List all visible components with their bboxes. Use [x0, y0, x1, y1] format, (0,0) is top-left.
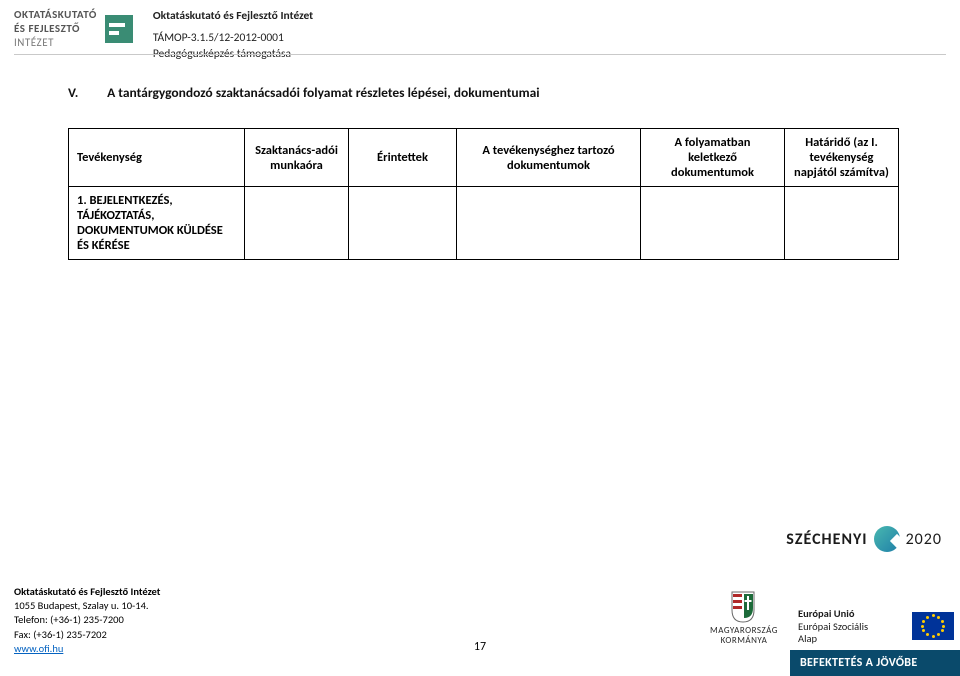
eu-line1: Európai Unió — [798, 608, 906, 621]
table: Tevékenység Szaktanács-adói munkaóra Éri… — [68, 128, 899, 260]
cell-generated-docs — [641, 187, 785, 260]
footer-address: 1055 Budapest, Szalay u. 10-14. — [14, 599, 160, 613]
szechenyi-text: SZÉCHENYI — [786, 530, 867, 549]
szechenyi-logo: SZÉCHENYI 2020 — [786, 526, 942, 552]
eu-line3: Alap — [798, 633, 906, 646]
cell-related-docs — [457, 187, 641, 260]
org-line1: OKTATÁSKUTATÓ — [14, 8, 97, 22]
org-line2: ÉS FEJLESZTŐ — [14, 22, 97, 36]
page-header: OKTATÁSKUTATÓ ÉS FEJLESZTŐ INTÉZET Oktat… — [0, 0, 960, 72]
eu-box: Európai Unió Európai Szociális Alap BEFE… — [790, 604, 960, 676]
org-logo-icon — [105, 15, 133, 43]
footer-url-link[interactable]: www.ofi.hu — [14, 642, 63, 655]
cell-deadline — [785, 187, 899, 260]
cell-involved — [349, 187, 457, 260]
org-logo: OKTATÁSKUTATÓ ÉS FEJLESZTŐ INTÉZET — [14, 8, 133, 49]
header-title: Oktatáskutató és Fejlesztő Intézet — [153, 8, 313, 24]
szechenyi-year: 2020 — [906, 530, 942, 549]
cell-activity: 1. BEJELENTKEZÉS, TÁJÉKOZTATÁS, DOKUMENT… — [69, 187, 245, 260]
table-header-row: Tevékenység Szaktanács-adói munkaóra Éri… — [69, 129, 899, 187]
eu-stars — [921, 614, 945, 638]
section-heading: V. A tantárgygondozó szaktanácsadói foly… — [68, 84, 540, 101]
project-code: TÁMOP-3.1.5/12-2012-0001 — [153, 30, 313, 46]
table-row: 1. BEJELENTKEZÉS, TÁJÉKOZTATÁS, DOKUMENT… — [69, 187, 899, 260]
eu-bottom-bar: BEFEKTETÉS A JÖVŐBE — [790, 650, 960, 676]
szechenyi-circle-icon — [874, 526, 900, 552]
footer-contact: Oktatáskutató és Fejlesztő Intézet 1055 … — [14, 585, 160, 656]
page-number: 17 — [474, 640, 486, 654]
footer-phone: Telefon: (+36-1) 235-7200 — [14, 613, 160, 627]
process-table: Tevékenység Szaktanács-adói munkaóra Éri… — [68, 128, 899, 260]
gov-label: MAGYARORSZÁG KORMÁNYA — [704, 626, 784, 646]
th-related-docs: A tevékenységhez tartozó dokumentumok — [457, 129, 641, 187]
section-roman: V. — [68, 84, 104, 101]
th-involved: Érintettek — [349, 129, 457, 187]
funding-block: SZÉCHENYI 2020 MAGYARORSZÁG KORMÁNYA Eur… — [660, 526, 960, 676]
org-logo-text: OKTATÁSKUTATÓ ÉS FEJLESZTŐ INTÉZET — [14, 8, 97, 49]
th-activity: Tevékenység — [69, 129, 245, 187]
section-title: A tantárgygondozó szaktanácsadói folyama… — [107, 84, 540, 101]
th-deadline: Határidő (az I. tevékenység napjától szá… — [785, 129, 899, 187]
cell-hours — [245, 187, 349, 260]
header-divider — [14, 54, 946, 55]
th-generated-docs: A folyamatban keletkező dokumentumok — [641, 129, 785, 187]
coat-of-arms-icon — [730, 590, 756, 624]
org-line3: INTÉZET — [14, 36, 97, 50]
eu-flag-icon — [912, 612, 954, 640]
th-hours: Szaktanács-adói munkaóra — [245, 129, 349, 187]
footer-fax: Fax: (+36-1) 235-7202 — [14, 628, 160, 642]
footer-org: Oktatáskutató és Fejlesztő Intézet — [14, 585, 160, 599]
